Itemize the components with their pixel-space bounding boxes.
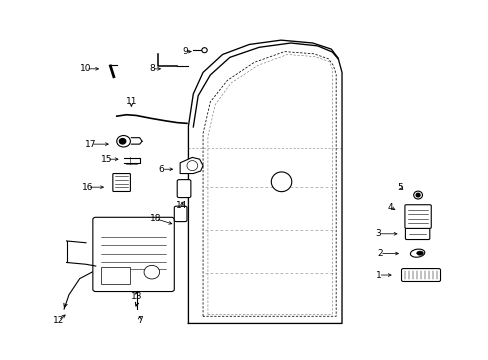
- Text: 9: 9: [182, 47, 187, 56]
- Ellipse shape: [119, 139, 125, 144]
- Text: 8: 8: [149, 64, 154, 73]
- Text: 15: 15: [101, 155, 113, 164]
- Ellipse shape: [202, 48, 207, 53]
- Bar: [101, 267, 130, 284]
- Text: 17: 17: [85, 140, 97, 149]
- FancyBboxPatch shape: [404, 205, 430, 228]
- Ellipse shape: [186, 161, 197, 171]
- Ellipse shape: [415, 193, 419, 197]
- Text: 1: 1: [375, 270, 381, 279]
- FancyBboxPatch shape: [177, 180, 190, 198]
- Ellipse shape: [416, 251, 423, 255]
- Text: 2: 2: [376, 249, 382, 258]
- Text: 3: 3: [375, 229, 381, 238]
- Ellipse shape: [144, 265, 159, 279]
- Ellipse shape: [117, 135, 130, 147]
- Text: 6: 6: [159, 165, 164, 174]
- FancyBboxPatch shape: [401, 269, 440, 282]
- Text: 4: 4: [387, 203, 393, 212]
- Text: 5: 5: [397, 183, 403, 192]
- Polygon shape: [180, 157, 203, 174]
- Text: 11: 11: [125, 97, 137, 106]
- Ellipse shape: [413, 191, 422, 199]
- FancyBboxPatch shape: [174, 206, 186, 222]
- Text: 7: 7: [137, 316, 142, 325]
- FancyBboxPatch shape: [113, 174, 130, 192]
- Text: 13: 13: [130, 292, 142, 301]
- Text: 10: 10: [80, 64, 92, 73]
- Text: 12: 12: [52, 316, 64, 325]
- Text: 18: 18: [150, 214, 161, 223]
- Ellipse shape: [409, 249, 424, 257]
- Ellipse shape: [271, 172, 291, 192]
- Text: 16: 16: [81, 183, 93, 192]
- Text: 14: 14: [176, 201, 187, 210]
- FancyBboxPatch shape: [93, 217, 174, 292]
- FancyBboxPatch shape: [405, 228, 429, 239]
